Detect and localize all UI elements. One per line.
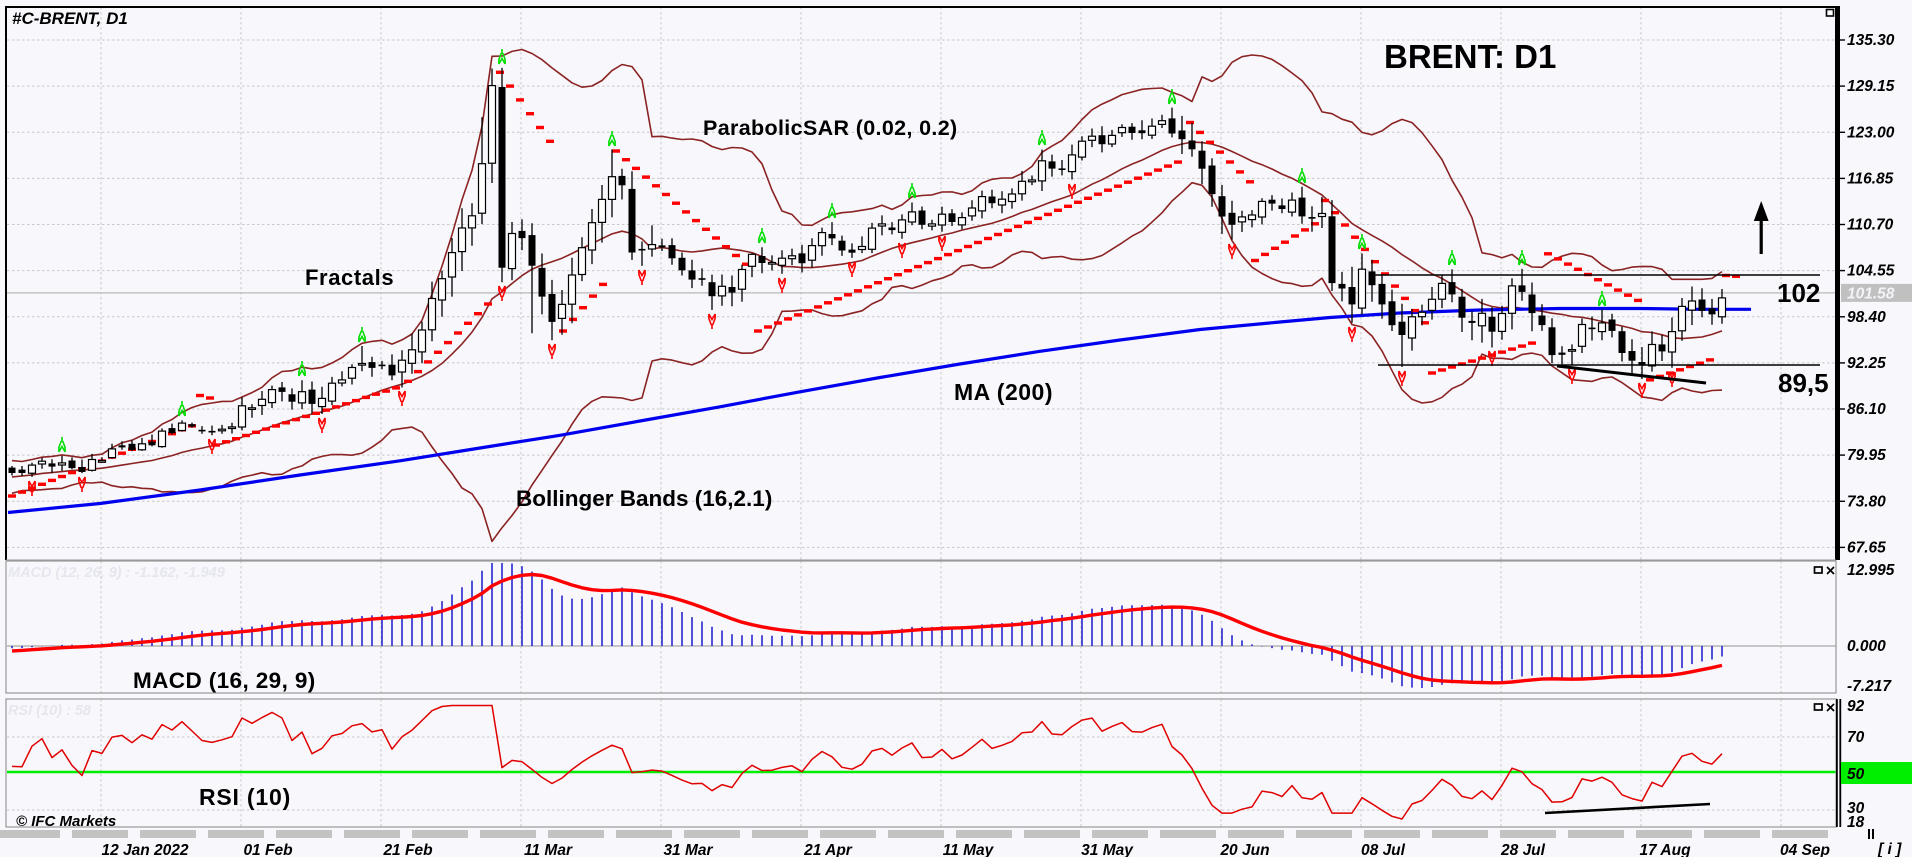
svg-text:11 Mar: 11 Mar xyxy=(524,842,573,857)
svg-text:89,5: 89,5 xyxy=(1778,368,1829,398)
svg-text:129.15: 129.15 xyxy=(1847,78,1895,95)
svg-text:MACD (12, 26, 9) : -1.162, -1.: MACD (12, 26, 9) : -1.162, -1.949 xyxy=(8,565,225,581)
svg-text:18: 18 xyxy=(1847,814,1865,831)
svg-text:08 Jul: 08 Jul xyxy=(1361,842,1406,857)
svg-text:31 Mar: 31 Mar xyxy=(663,842,713,857)
svg-text:28 Jul: 28 Jul xyxy=(1500,842,1546,857)
svg-text:12.995: 12.995 xyxy=(1847,562,1895,579)
svg-text:98.40: 98.40 xyxy=(1847,309,1886,326)
svg-text:Bollinger Bands (16,2.1): Bollinger Bands (16,2.1) xyxy=(516,486,772,511)
svg-text:135.30: 135.30 xyxy=(1847,32,1895,49)
svg-text:MA (200): MA (200) xyxy=(954,379,1053,405)
svg-text:11 May: 11 May xyxy=(943,842,995,857)
svg-text:104.55: 104.55 xyxy=(1847,263,1895,280)
svg-text:0.000: 0.000 xyxy=(1847,638,1886,655)
svg-text:01 Feb: 01 Feb xyxy=(243,842,293,857)
svg-text:© IFC Markets: © IFC Markets xyxy=(16,813,116,830)
svg-text:-7.217: -7.217 xyxy=(1847,678,1892,695)
svg-text:123.00: 123.00 xyxy=(1847,124,1895,141)
svg-text:50: 50 xyxy=(1847,766,1865,783)
svg-text:21 Feb: 21 Feb xyxy=(382,842,433,857)
svg-text:30: 30 xyxy=(1847,800,1865,817)
svg-text:92.25: 92.25 xyxy=(1847,355,1886,372)
svg-text:67.65: 67.65 xyxy=(1847,539,1886,556)
svg-text:101.58: 101.58 xyxy=(1847,285,1895,302)
svg-text:116.85: 116.85 xyxy=(1847,170,1894,187)
svg-text:21 Apr: 21 Apr xyxy=(803,842,853,857)
svg-text:04 Sep: 04 Sep xyxy=(1780,842,1830,857)
svg-text:102: 102 xyxy=(1777,278,1820,308)
svg-text:31 May: 31 May xyxy=(1081,842,1134,857)
svg-text:Fractals: Fractals xyxy=(305,265,394,290)
svg-text:86.10: 86.10 xyxy=(1847,401,1886,418)
svg-text:79.95: 79.95 xyxy=(1847,447,1886,464)
svg-text:#C-BRENT, D1: #C-BRENT, D1 xyxy=(12,9,128,28)
svg-text:RSI (10): RSI (10) xyxy=(199,784,291,810)
svg-text:ParabolicSAR (0.02, 0.2): ParabolicSAR (0.02, 0.2) xyxy=(703,116,958,140)
svg-text:RSI (10) : 58: RSI (10) : 58 xyxy=(8,703,92,719)
svg-text:92: 92 xyxy=(1847,698,1865,715)
svg-text:MACD (16, 29, 9): MACD (16, 29, 9) xyxy=(133,668,316,693)
svg-text:70: 70 xyxy=(1847,729,1865,746)
svg-text:12 Jan 2022: 12 Jan 2022 xyxy=(101,842,188,857)
svg-text:20 Jun: 20 Jun xyxy=(1219,842,1269,857)
svg-text:73.80: 73.80 xyxy=(1847,493,1886,510)
svg-text:110.70: 110.70 xyxy=(1847,217,1894,234)
svg-text:17 Aug: 17 Aug xyxy=(1639,842,1691,857)
svg-text:BRENT: D1: BRENT: D1 xyxy=(1384,38,1556,75)
svg-text:[ i ]: [ i ] xyxy=(1877,841,1902,857)
